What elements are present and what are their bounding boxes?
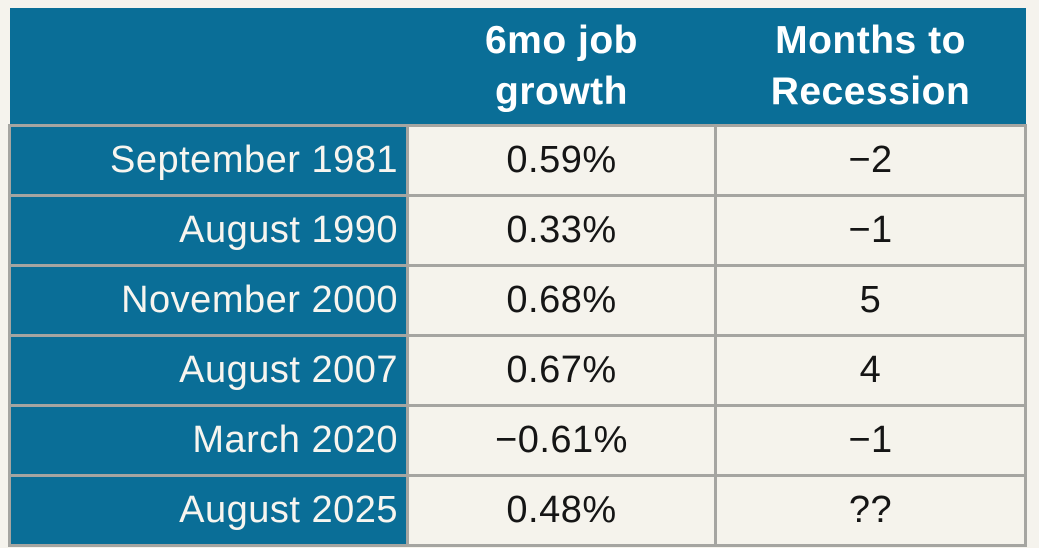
header-row: 6mo job growth Months to Recession [9,8,1026,126]
table-row: September 1981 0.59% −2 [8,124,1027,197]
job-growth-value: 0.33% [406,194,717,267]
table-row: March 2020 −0.61% −1 [8,404,1027,477]
col-header-months-to-recession: Months to Recession [715,8,1026,126]
job-growth-recession-table: 6mo job growth Months to Recession Septe… [8,8,1027,547]
row-period-label: September 1981 [8,124,409,197]
row-period-label: March 2020 [8,404,409,477]
job-growth-recession-table-container: 6mo job growth Months to Recession Septe… [8,8,1027,547]
row-period-label: August 2025 [8,474,409,547]
table-row: August 2007 0.67% 4 [8,334,1027,407]
job-growth-value: 0.67% [406,334,717,407]
months-to-recession-value: −1 [714,194,1027,267]
col-header-job-growth: 6mo job growth [407,8,716,126]
table-body: September 1981 0.59% −2 August 1990 0.33… [8,124,1027,547]
job-growth-value: 0.59% [406,124,717,197]
table-row: August 2025 0.48% ?? [8,474,1027,547]
job-growth-value: 0.68% [406,264,717,337]
job-growth-value: −0.61% [406,404,717,477]
row-period-label: August 1990 [8,194,409,267]
months-to-recession-value: ?? [714,474,1027,547]
row-period-label: August 2007 [8,334,409,407]
job-growth-value: 0.48% [406,474,717,547]
row-period-label: November 2000 [8,264,409,337]
table-row: November 2000 0.68% 5 [8,264,1027,337]
col-header-period [9,8,408,126]
table-row: August 1990 0.33% −1 [8,194,1027,267]
months-to-recession-value: −2 [714,124,1027,197]
months-to-recession-value: 4 [714,334,1027,407]
months-to-recession-value: 5 [714,264,1027,337]
months-to-recession-value: −1 [714,404,1027,477]
table-header: 6mo job growth Months to Recession [9,8,1026,126]
